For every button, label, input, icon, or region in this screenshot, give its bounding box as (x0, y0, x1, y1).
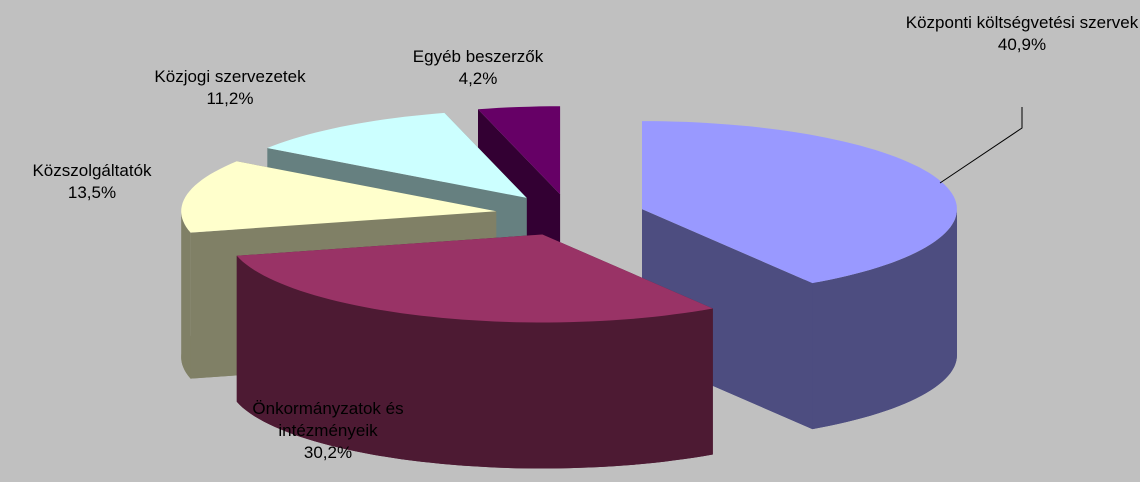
category-label: Központi költségvetési szervek (905, 13, 1139, 32)
slice-side (181, 211, 191, 379)
slice (181, 161, 497, 233)
slice-side (236, 255, 713, 469)
slice (642, 121, 957, 284)
slice-label: Központi költségvetési szervek 40,9% (902, 12, 1140, 56)
value-label: 40,9% (997, 35, 1047, 54)
slice-side (642, 209, 813, 430)
value-label: 11,2% (206, 89, 254, 108)
slice-label: Egyéb beszerzők 4,2% (368, 46, 588, 90)
slice-label: Közszolgáltatók 13,5% (0, 160, 192, 204)
value-label: 4,2% (458, 69, 498, 88)
category-label: Közszolgáltatók (32, 161, 152, 180)
category-label: Önkormányzatok és intézményeik (252, 399, 404, 440)
value-label: 13,5% (67, 183, 117, 202)
leader-line (939, 107, 1023, 184)
slice-side (812, 209, 957, 430)
slice (236, 234, 713, 323)
slice (478, 106, 561, 195)
slice-label: Közjogi szervezetek 11,2% (110, 66, 350, 110)
category-label: Közjogi szervezetek (154, 67, 306, 86)
category-label: Egyéb beszerzők (412, 47, 544, 66)
slice (267, 112, 527, 198)
value-label: 30,2% (303, 443, 353, 462)
slice-label: Önkormányzatok és intézményeik 30,2% (228, 398, 428, 464)
